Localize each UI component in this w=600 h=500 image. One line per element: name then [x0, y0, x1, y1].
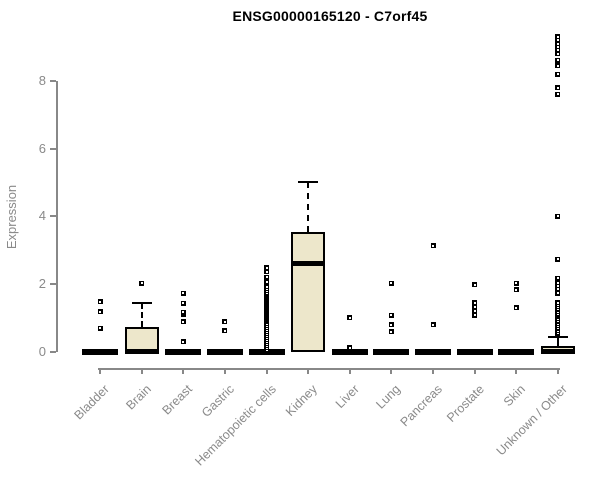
collapsed-box — [206, 349, 243, 355]
outlier-point — [555, 47, 561, 53]
whisker-cap — [298, 180, 319, 183]
outlier-point — [180, 300, 186, 306]
outlier-point — [555, 213, 561, 219]
box-body — [291, 231, 326, 352]
outlier-point — [472, 312, 478, 318]
outlier-point — [222, 319, 228, 325]
collapsed-box — [82, 349, 118, 355]
y-axis-line — [56, 80, 58, 352]
outlier-point — [472, 300, 478, 306]
outlier-point — [472, 282, 478, 288]
outlier-point — [264, 265, 270, 271]
y-tick-label: 8 — [38, 72, 46, 88]
collapsed-box — [498, 349, 535, 355]
outlier-point — [388, 312, 394, 318]
outlier-point — [347, 345, 353, 351]
y-tick-label: 6 — [38, 140, 46, 156]
outlier-point — [513, 280, 519, 286]
x-axis-tick — [390, 368, 393, 374]
outlier-point — [388, 322, 394, 328]
outlier-point — [555, 41, 561, 46]
outlier-point — [180, 319, 186, 325]
x-axis-tick — [432, 368, 435, 374]
outlier-point — [264, 269, 270, 275]
whisker-line — [307, 181, 310, 232]
outlier-point — [555, 280, 561, 285]
outlier-point — [555, 71, 561, 77]
outlier-point — [180, 309, 186, 315]
whisker-cap — [547, 335, 568, 338]
outlier-point — [97, 309, 103, 315]
x-axis-tick — [182, 368, 185, 374]
outlier-point — [513, 305, 519, 311]
x-axis-tick — [140, 368, 143, 374]
x-axis-tick — [307, 368, 310, 374]
outlier-point — [555, 290, 561, 296]
x-axis-tick — [265, 368, 268, 374]
outlier-point — [388, 329, 394, 335]
outlier-point — [555, 44, 561, 50]
y-axis-tick — [50, 351, 56, 353]
collapsed-box — [165, 349, 202, 355]
outlier-point — [555, 57, 561, 63]
outlier-point — [180, 339, 186, 345]
x-axis-line — [98, 368, 560, 370]
whisker-line — [140, 302, 143, 327]
x-axis-tick — [556, 368, 559, 374]
outlier-point — [555, 300, 561, 306]
x-axis-tick — [223, 368, 226, 374]
outlier-point — [555, 34, 561, 40]
y-axis-tick — [50, 215, 56, 218]
outlier-point — [555, 63, 561, 69]
outlier-point — [555, 275, 561, 281]
outlier-point — [555, 256, 561, 262]
outlier-point — [264, 279, 270, 285]
x-axis-tick — [515, 368, 518, 374]
median-line — [124, 348, 159, 354]
outlier-point — [264, 284, 270, 290]
median-line — [540, 348, 575, 354]
whisker-line — [556, 336, 559, 346]
y-axis-tick — [50, 283, 56, 286]
collapsed-box — [373, 349, 410, 355]
outlier-point — [180, 290, 186, 296]
outlier-point — [97, 299, 103, 305]
outlier-point — [555, 286, 561, 292]
x-axis-tick — [473, 368, 476, 374]
outlier-point — [97, 325, 103, 331]
outlier-point — [222, 328, 228, 334]
x-axis-tick — [348, 368, 351, 374]
outlier-point — [555, 51, 561, 57]
y-tick-label: 2 — [38, 276, 46, 292]
outlier-point — [388, 280, 394, 286]
outlier-point — [513, 287, 519, 293]
outlier-point — [555, 91, 561, 97]
outlier-point — [139, 280, 145, 286]
outlier-point — [472, 304, 478, 310]
collapsed-box — [331, 349, 368, 355]
y-tick-label: 4 — [38, 208, 46, 224]
outlier-point — [472, 308, 478, 314]
collapsed-box — [415, 349, 452, 355]
y-axis-label: Expression — [4, 184, 19, 250]
median-line — [291, 260, 326, 266]
y-axis-tick — [50, 79, 56, 82]
y-axis-tick — [50, 147, 56, 150]
outlier-point — [347, 315, 353, 321]
outlier-point — [555, 37, 561, 43]
outlier-point — [555, 85, 561, 91]
chart-title: ENSG00000165120 - C7orf45 — [232, 8, 428, 24]
collapsed-box — [456, 349, 493, 355]
outlier-point — [555, 283, 561, 289]
whisker-cap — [131, 301, 152, 304]
x-axis-tick — [99, 368, 101, 374]
outlier-point — [264, 274, 270, 280]
outlier-point — [430, 243, 436, 249]
outlier-point — [430, 322, 436, 328]
y-tick-label: 0 — [38, 344, 46, 359]
